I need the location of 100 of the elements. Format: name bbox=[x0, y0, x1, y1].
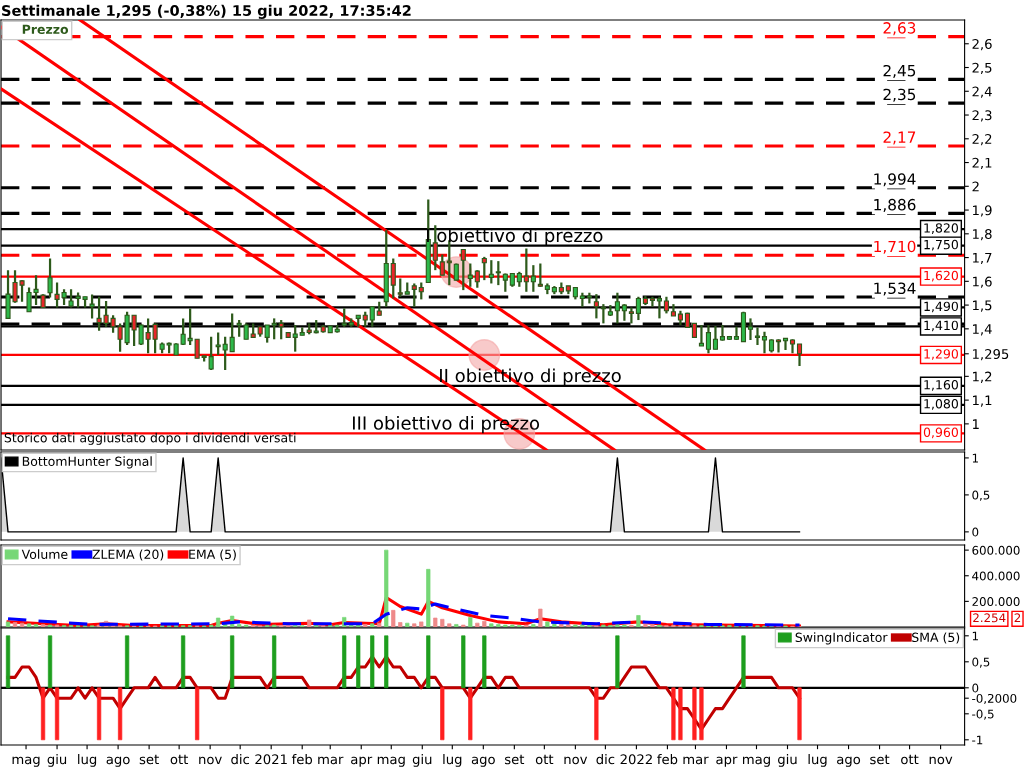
bar bbox=[447, 623, 452, 627]
candlestick bbox=[775, 338, 782, 354]
bar bbox=[237, 624, 242, 627]
candlestick bbox=[488, 259, 494, 285]
y-tick-label: 2,3 bbox=[972, 110, 992, 122]
candlestick bbox=[89, 293, 95, 320]
bar bbox=[398, 622, 403, 627]
bar bbox=[482, 620, 487, 627]
legend-label: EMA (5) bbox=[189, 549, 236, 561]
candlestick bbox=[390, 257, 396, 300]
candlestick bbox=[523, 247, 529, 293]
x-tick-label: ago bbox=[837, 756, 861, 767]
candlestick bbox=[628, 306, 634, 325]
y-tick-label: 1,295 bbox=[973, 349, 1009, 361]
candlestick bbox=[656, 295, 662, 320]
y-tick-label: 2,6 bbox=[972, 38, 992, 51]
y-tick-label: 1,5 bbox=[973, 300, 992, 312]
candlestick bbox=[635, 295, 641, 322]
x-tick-label: ago bbox=[471, 756, 495, 767]
bar bbox=[559, 623, 564, 627]
candlestick bbox=[208, 335, 214, 372]
x-tick-label: feb bbox=[657, 754, 678, 765]
chart-title: Settimanale 1,295 (-0,38%) 15 giu 2022, 17:35:42 bbox=[2, 4, 411, 19]
candlestick bbox=[649, 295, 655, 308]
bar bbox=[468, 617, 473, 627]
candlestick bbox=[698, 323, 705, 348]
ref-line-label: 2,45 bbox=[883, 64, 916, 78]
candlestick bbox=[369, 305, 375, 328]
y-tick-label: 1,6 bbox=[973, 276, 992, 288]
x-tick-label: feb bbox=[291, 754, 313, 765]
x-tick-label: 2021 bbox=[255, 754, 287, 765]
candlestick bbox=[397, 277, 403, 298]
bar bbox=[496, 624, 501, 627]
bar bbox=[363, 624, 368, 627]
y-tick-label: 1 bbox=[973, 419, 979, 429]
x-tick-label: 2022 bbox=[620, 754, 652, 765]
candlestick bbox=[341, 307, 347, 328]
candlestick bbox=[754, 326, 761, 347]
candlestick bbox=[796, 342, 803, 368]
candlestick bbox=[47, 257, 53, 299]
bar bbox=[12, 622, 18, 627]
candlestick bbox=[292, 323, 298, 353]
x-tick-label: set bbox=[504, 754, 525, 765]
bar bbox=[405, 622, 410, 627]
candlestick bbox=[467, 262, 473, 288]
bar bbox=[615, 624, 620, 627]
candlestick bbox=[439, 253, 445, 277]
x-tick-label: ott bbox=[535, 754, 554, 765]
text: Prezzo bbox=[22, 24, 69, 35]
y-tick-label: 0,5 bbox=[972, 490, 990, 501]
x-tick-label: giu bbox=[778, 754, 797, 767]
x-tick-label: nov bbox=[929, 756, 953, 765]
x-tick-label: mar bbox=[683, 756, 709, 765]
candlestick bbox=[593, 293, 599, 320]
bar bbox=[26, 623, 32, 627]
line-series bbox=[6, 602, 802, 627]
x-tick-label: apr bbox=[716, 756, 738, 767]
candlestick bbox=[278, 318, 284, 341]
y-tick-label: 0 bbox=[972, 527, 979, 537]
x-tick-label: mag bbox=[12, 756, 40, 767]
candlestick bbox=[460, 248, 466, 292]
bar bbox=[426, 568, 431, 627]
candlestick bbox=[761, 330, 768, 355]
x-tick-label: lug bbox=[808, 754, 827, 767]
y-tick-label: 1,2 bbox=[973, 371, 992, 383]
y-tick-label: -0,5 bbox=[972, 709, 994, 720]
candlestick bbox=[432, 224, 438, 272]
y-tick-label: -1 bbox=[972, 735, 983, 745]
ref-line-label: 2,17 bbox=[883, 131, 916, 145]
y-tick-label: 1 bbox=[972, 453, 978, 463]
annotation: Storico dati aggiustato dopo i dividendi versati bbox=[4, 432, 296, 445]
y-tick-label: 2 bbox=[972, 181, 979, 192]
bar bbox=[440, 618, 445, 627]
x-tick-label: lug bbox=[78, 754, 97, 767]
y-tick-label: 2,4 bbox=[972, 86, 992, 98]
candlestick bbox=[222, 335, 228, 372]
bar bbox=[370, 623, 375, 627]
ref-line-label: 0,960 bbox=[923, 427, 958, 439]
candlestick bbox=[411, 282, 417, 308]
bar bbox=[377, 622, 382, 627]
ref-line-label: 1,710 bbox=[874, 240, 916, 254]
bar bbox=[419, 621, 424, 627]
x-tick-label: ott bbox=[901, 754, 919, 765]
bar bbox=[33, 624, 39, 627]
ref-line-label: 2,63 bbox=[883, 22, 916, 36]
y-tick-label: 1,7 bbox=[973, 252, 992, 265]
bar bbox=[412, 623, 417, 627]
ref-line-label: 1,820 bbox=[924, 223, 958, 234]
ref-line-label: 1,620 bbox=[924, 270, 958, 282]
bar bbox=[475, 622, 480, 627]
candlestick bbox=[530, 264, 536, 293]
y-tick-label: 2,5 bbox=[972, 62, 992, 75]
bar bbox=[650, 624, 655, 627]
legend-label: Volume bbox=[21, 549, 68, 560]
y-tick-label: 2,1 bbox=[972, 157, 992, 170]
x-tick-label: lug bbox=[443, 754, 462, 767]
candlestick bbox=[495, 260, 501, 287]
bar bbox=[636, 615, 641, 627]
ref-line-label: 1,080 bbox=[924, 399, 958, 410]
bar bbox=[216, 617, 221, 627]
